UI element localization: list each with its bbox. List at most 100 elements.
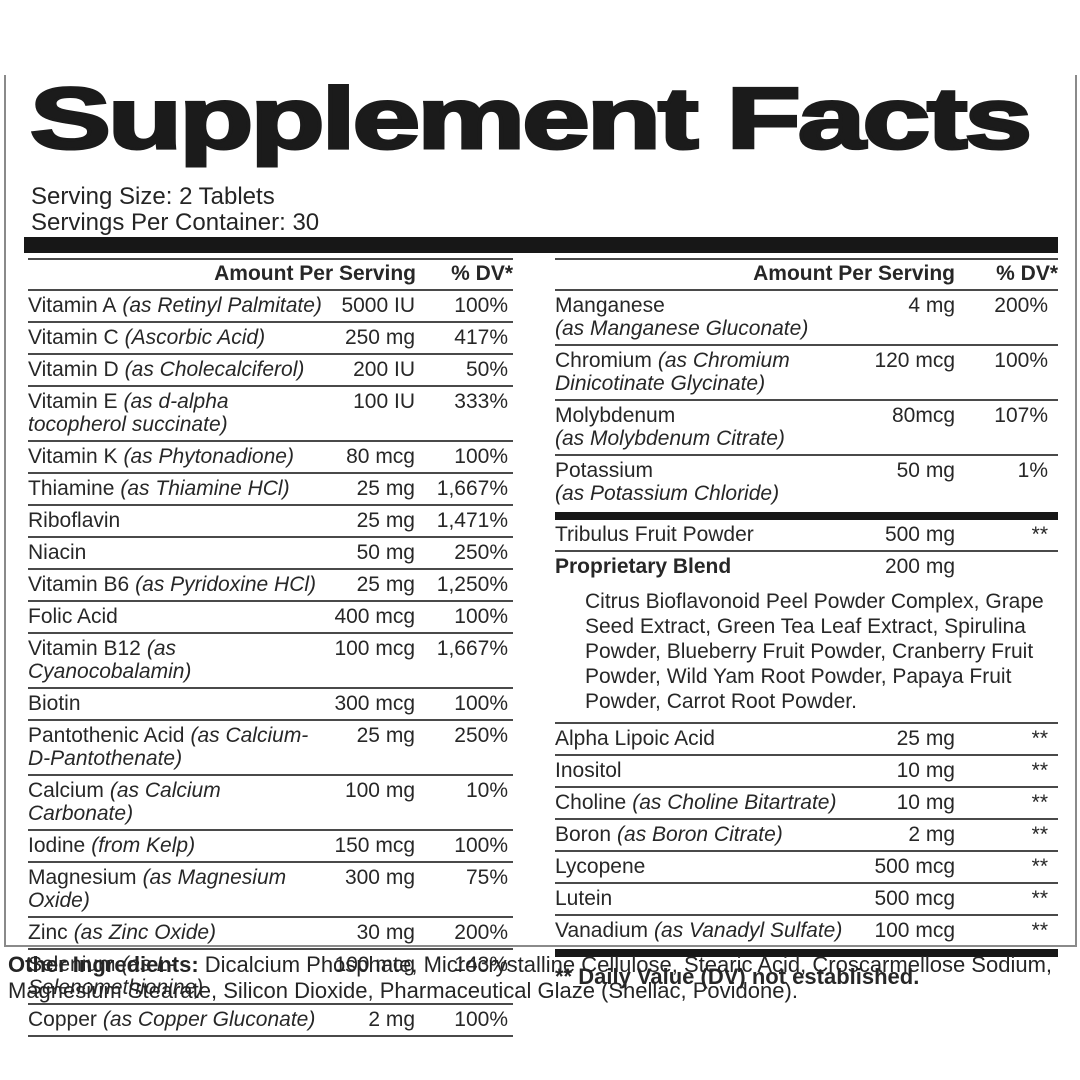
nutrient-row: Vitamin B12 (as Cyanocobalamin) 100 mcg 1… (28, 634, 513, 689)
nutrient-row: Calcium (as Calcium Carbonate) 100 mg 10% (28, 776, 513, 831)
nutrient-row: Thiamine (as Thiamine HCl) 25 mg 1,667% (28, 474, 513, 506)
nutrient-dv: ** (1031, 919, 1048, 942)
nutrient-amount: 500 mg (884, 523, 955, 546)
nutrient-dv: 100% (454, 294, 508, 317)
nutrient-name: Vitamin B12 (28, 637, 141, 660)
nutrient-form: (as Boron Citrate) (617, 823, 783, 846)
nutrient-form: (as Thiamine HCl) (120, 477, 290, 500)
nutrient-amount: 100 mcg (874, 919, 955, 942)
column-header-amount: Amount Per Serving (214, 262, 416, 285)
nutrient-row: Biotin 300 mcg 100% (28, 689, 513, 721)
nutrient-form: (as Chromium Dinicotinate Glycinate) (555, 349, 790, 395)
nutrient-form: (as Magnesium Oxide) (28, 866, 287, 912)
serving-size: Serving Size: 2 Tablets (31, 183, 275, 210)
nutrient-row: Boron (as Boron Citrate) 2 mg ** (555, 820, 1058, 852)
nutrient-dv: 100% (454, 605, 508, 628)
nutrient-amount: 80mcg (891, 404, 955, 427)
nutrient-amount: 25 mg (356, 724, 415, 747)
nutrient-row: Niacin 50 mg 250% (28, 538, 513, 570)
nutrient-form: (as Zinc Oxide) (73, 921, 217, 944)
nutrient-form: (as Phytonadione) (123, 445, 294, 468)
nutrient-name: Iodine (28, 834, 86, 857)
supplement-facts-panel (4, 75, 1077, 947)
nutrient-dv: 100% (454, 834, 508, 857)
nutrient-amount: 2 mg (908, 823, 955, 846)
nutrient-name: Alpha Lipoic Acid (555, 727, 715, 750)
nutrient-row: Vanadium (as Vanadyl Sulfate) 100 mcg ** (555, 916, 1058, 948)
nutrient-row: Lycopene 500 mcg ** (555, 852, 1058, 884)
nutrient-amount: 500 mcg (874, 855, 955, 878)
nutrient-amount: 25 mg (356, 477, 415, 500)
nutrient-name: Vitamin K (28, 445, 118, 468)
nutrient-row: Pantothenic Acid (as Calcium-D-Pantothena… (28, 721, 513, 776)
servings-per-container: Servings Per Container: 30 (31, 209, 320, 236)
daily-value-footnote: ** Daily Value (DV) not established. (555, 964, 920, 989)
nutrient-name: Copper (28, 1008, 97, 1031)
nutrient-dv: 107% (994, 404, 1048, 427)
nutrient-dv: 100% (454, 1008, 508, 1031)
nutrient-row: Molybdenum (as Molybdenum Citrate) 80mcg … (555, 401, 1058, 456)
nutrient-form: (Ascorbic Acid) (124, 326, 266, 349)
nutrient-row: Selenium (as L-Selenomethionine) 100 mcg … (28, 950, 513, 1005)
nutrient-amount: 50 mg (356, 541, 415, 564)
nutrient-row: Magnesium (as Magnesium Oxide) 300 mg 75% (28, 863, 513, 918)
nutrient-form: (as Copper Gluconate) (102, 1008, 316, 1031)
nutrient-row: Choline (as Choline Bitartrate) 10 mg ** (555, 788, 1058, 820)
nutrient-name: Folic Acid (28, 605, 118, 628)
nutrient-row: Tribulus Fruit Powder 500 mg ** (555, 520, 1058, 552)
proprietary-blend-ingredients: Citrus Bioflavonoid Peel Powder Complex,… (555, 584, 1058, 724)
nutrient-table-left: Amount Per Serving % DV* Vitamin A (as Re… (28, 258, 513, 1037)
page-title: Supplement Facts (28, 70, 1034, 169)
nutrient-name: Magnesium (28, 866, 137, 889)
nutrient-dv: 1% (1017, 459, 1048, 482)
nutrient-dv: 75% (465, 866, 508, 889)
nutrient-dv: 333% (454, 390, 508, 413)
nutrient-amount: 5000 IU (341, 294, 415, 317)
nutrient-row: Potassium (as Potassium Chloride) 50 mg 1… (555, 456, 1058, 511)
nutrient-form: (as Calcium Carbonate) (28, 779, 221, 825)
nutrient-form: (as Retinyl Palmitate) (122, 294, 322, 317)
nutrient-name: Vitamin B6 (28, 573, 130, 596)
nutrient-amount: 100 IU (353, 390, 415, 413)
nutrient-amount: 200 IU (353, 358, 415, 381)
nutrient-amount: 25 mg (896, 727, 955, 750)
nutrient-row: Vitamin B6 (as Pyridoxine HCl) 25 mg 1,25… (28, 570, 513, 602)
nutrient-form: (as L-Selenomethionine) (28, 953, 204, 999)
nutrient-name: Boron (555, 823, 612, 846)
nutrient-dv (955, 555, 1058, 578)
nutrient-amount: 150 mcg (334, 834, 415, 857)
nutrient-row: Manganese (as Manganese Gluconate) 4 mg 2… (555, 291, 1058, 346)
nutrient-name: Calcium (28, 779, 104, 802)
nutrient-row: Alpha Lipoic Acid 25 mg ** (555, 724, 1058, 756)
nutrient-row: Zinc (as Zinc Oxide) 30 mg 200% (28, 918, 513, 950)
nutrient-row: Chromium (as Chromium Dinicotinate Glycin… (555, 346, 1058, 401)
nutrient-dv: 1,667% (436, 637, 508, 660)
section-divider-bar (555, 512, 1058, 520)
nutrient-amount: 100 mcg (334, 637, 415, 660)
nutrient-name: Vitamin D (28, 358, 119, 381)
nutrient-amount: 10 mg (896, 759, 955, 782)
table-header: Amount Per Serving % DV* (555, 258, 1058, 291)
nutrient-dv: 1,250% (436, 573, 508, 596)
nutrient-dv: 1,471% (436, 509, 508, 532)
nutrient-amount: 250 mg (344, 326, 415, 349)
nutrient-dv: 100% (454, 445, 508, 468)
nutrient-form: (as Choline Bitartrate) (632, 791, 837, 814)
nutrient-name: Vitamin E (28, 390, 118, 413)
nutrient-name: Lutein (555, 887, 613, 910)
nutrient-name: Tribulus Fruit Powder (555, 523, 754, 546)
section-divider-bar (555, 949, 1058, 957)
nutrient-name: Zinc (28, 921, 68, 944)
nutrient-table-right: Amount Per Serving % DV* Manganese (as Ma… (555, 258, 1058, 989)
nutrient-name: Molybdenum (555, 404, 676, 427)
nutrient-dv: ** (1031, 727, 1048, 750)
nutrient-row: Vitamin K (as Phytonadione) 80 mcg 100% (28, 442, 513, 474)
nutrient-name: Proprietary Blend (555, 555, 732, 578)
nutrient-name: Biotin (28, 692, 81, 715)
nutrient-form: (as Cyanocobalamin) (28, 637, 192, 683)
nutrient-form: (as Vanadyl Sulfate) (654, 919, 843, 942)
nutrient-amount: 25 mg (356, 573, 415, 596)
nutrient-row: Riboflavin 25 mg 1,471% (28, 506, 513, 538)
nutrient-dv: 250% (454, 724, 508, 747)
nutrient-amount: 2 mg (368, 1008, 415, 1031)
